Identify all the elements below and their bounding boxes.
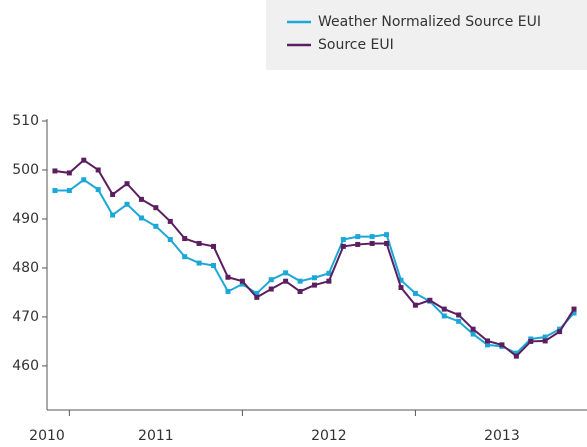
x-tick-label: 2013 bbox=[484, 428, 520, 444]
point bbox=[326, 270, 332, 276]
point bbox=[283, 270, 289, 276]
point bbox=[153, 205, 159, 211]
point bbox=[167, 218, 173, 224]
point bbox=[412, 302, 418, 308]
point bbox=[297, 278, 303, 284]
point bbox=[211, 263, 217, 268]
point bbox=[138, 196, 144, 202]
point bbox=[225, 288, 231, 294]
point bbox=[182, 236, 188, 242]
point bbox=[542, 338, 548, 344]
point bbox=[441, 306, 447, 312]
point bbox=[456, 312, 462, 318]
point bbox=[340, 237, 346, 243]
point bbox=[369, 234, 375, 240]
point bbox=[124, 181, 130, 187]
point bbox=[66, 188, 72, 194]
point bbox=[52, 188, 58, 194]
point bbox=[268, 277, 274, 283]
point bbox=[254, 294, 260, 300]
point bbox=[110, 191, 116, 197]
point bbox=[211, 243, 217, 249]
series-line bbox=[54, 178, 575, 355]
legend-label: Source EUI bbox=[318, 37, 394, 53]
point bbox=[283, 278, 289, 284]
point bbox=[66, 170, 72, 176]
point bbox=[470, 331, 476, 337]
point bbox=[297, 288, 303, 294]
legend-box bbox=[266, 0, 587, 70]
point bbox=[95, 187, 101, 193]
point bbox=[340, 243, 346, 249]
point bbox=[485, 338, 491, 344]
point bbox=[311, 282, 317, 288]
series-line bbox=[54, 158, 575, 358]
point bbox=[239, 281, 245, 287]
point bbox=[513, 350, 519, 356]
point bbox=[225, 274, 231, 280]
y-tick-label: 480 bbox=[12, 260, 39, 276]
point bbox=[571, 306, 577, 312]
point bbox=[528, 338, 534, 344]
point bbox=[167, 237, 173, 243]
legend-label: Weather Normalized Source EUI bbox=[318, 14, 541, 30]
point bbox=[326, 278, 332, 284]
y-tick-label: 500 bbox=[12, 162, 39, 178]
point bbox=[456, 318, 462, 324]
point bbox=[95, 167, 101, 173]
point bbox=[485, 342, 491, 348]
point bbox=[427, 297, 433, 303]
point bbox=[239, 278, 245, 284]
point bbox=[182, 254, 188, 260]
point bbox=[52, 168, 58, 174]
point bbox=[412, 290, 418, 296]
point bbox=[441, 313, 447, 319]
y-tick-label: 490 bbox=[12, 211, 39, 227]
point bbox=[196, 260, 202, 266]
point bbox=[557, 329, 563, 335]
point bbox=[81, 177, 87, 183]
point bbox=[254, 290, 260, 296]
point bbox=[571, 310, 577, 316]
point bbox=[110, 212, 116, 218]
point bbox=[311, 275, 317, 281]
point bbox=[470, 326, 476, 332]
point bbox=[513, 353, 519, 359]
point bbox=[384, 240, 390, 246]
point bbox=[153, 223, 159, 229]
x-tick-label: 2011 bbox=[138, 428, 174, 444]
point bbox=[355, 234, 361, 240]
point bbox=[542, 334, 548, 340]
point bbox=[138, 215, 144, 221]
point bbox=[355, 241, 361, 247]
y-tick-label: 470 bbox=[12, 309, 39, 325]
x-tick-label: 2012 bbox=[311, 428, 347, 444]
point bbox=[124, 201, 130, 207]
y-tick-label: 460 bbox=[12, 358, 39, 374]
y-tick-label: 510 bbox=[12, 113, 39, 129]
point bbox=[398, 285, 404, 291]
point bbox=[499, 342, 505, 348]
point bbox=[81, 157, 87, 163]
point bbox=[398, 277, 404, 283]
point bbox=[384, 232, 390, 238]
point bbox=[196, 240, 202, 246]
point bbox=[369, 240, 375, 246]
x-tick-label: 2010 bbox=[29, 428, 65, 444]
point bbox=[268, 286, 274, 292]
